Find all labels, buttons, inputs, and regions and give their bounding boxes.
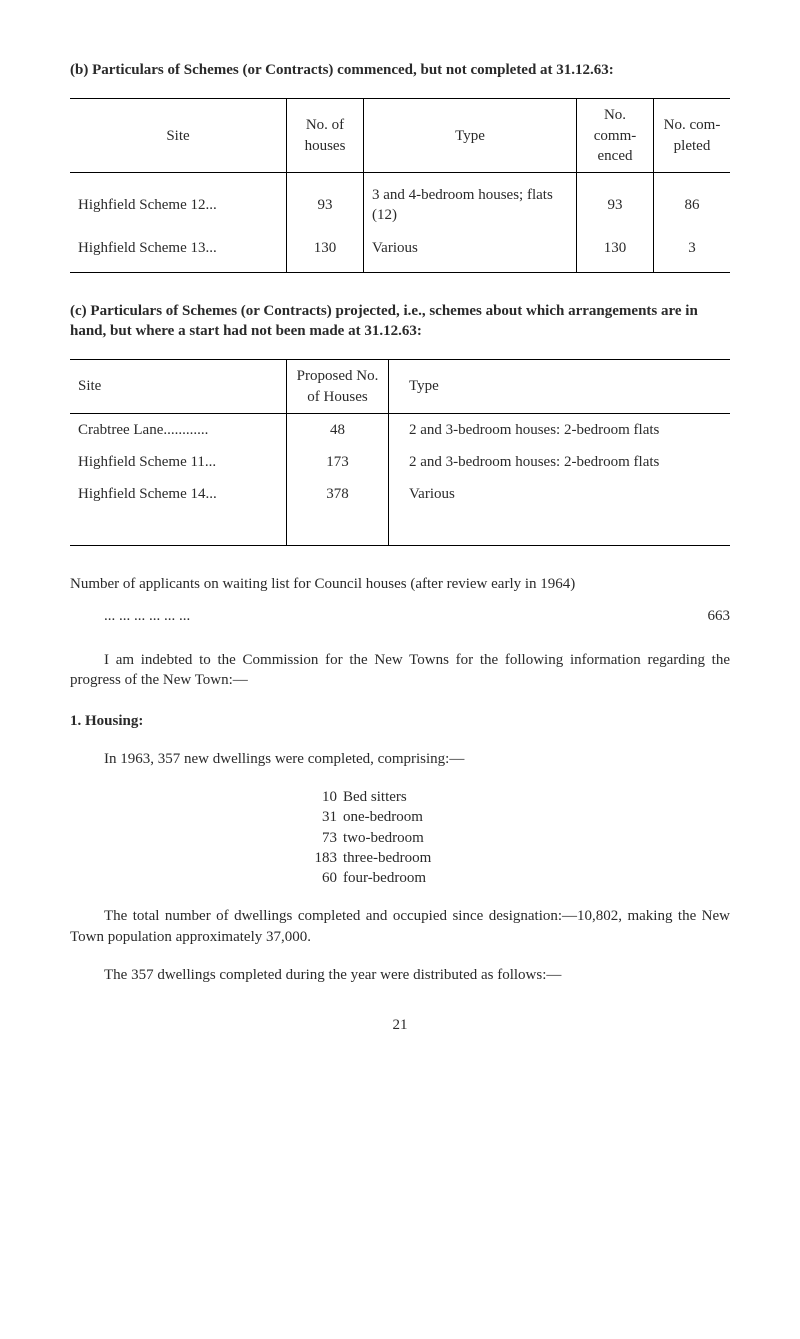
waiting-dots: ... ... ... ... ... ... [70,606,190,626]
cell-site: Highfield Scheme 13... [70,232,287,273]
list-item: 60 four-bedroom [305,868,730,888]
waiting-list-block: Number of applicants on waiting list for… [70,574,730,627]
waiting-list-text: Number of applicants on waiting list for… [70,574,730,594]
section-c-heading: (c) Particulars of Schemes (or Contracts… [70,301,730,342]
item-label: four-bedroom [343,868,426,888]
list-item: 73 two-bedroom [305,828,730,848]
item-count: 60 [305,868,343,888]
dwelling-list: 10 Bed sitters 31 one-bedroom 73 two-bed… [70,787,730,888]
schemes-projected-table: Site Proposed No. of Houses Type Crabtre… [70,359,730,545]
commission-paragraph: I am indebted to the Commission for the … [70,650,730,691]
table-row: Highfield Scheme 11... 173 2 and 3-bedro… [70,446,730,478]
section-b-label: (b) [70,60,88,80]
table-row: Highfield Scheme 14... 378 Various [70,478,730,545]
cell-type: 2 and 3-bedroom houses: 2-bedroom flats [389,413,731,446]
th-type: Type [389,360,731,414]
section-b-heading: (b) Particulars of Schemes (or Contracts… [70,60,730,80]
waiting-value: 663 [708,606,731,626]
table-row: Highfield Scheme 12... 93 3 and 4-bedroo… [70,173,730,232]
item-label: two-bedroom [343,828,424,848]
cell-houses: 93 [287,173,364,232]
section-c-text: Particulars of Schemes (or Contracts) pr… [70,303,698,339]
th-proposed: Proposed No. of Houses [287,360,389,414]
list-item: 31 one-bedroom [305,807,730,827]
section-b-text: Particulars of Schemes (or Contracts) co… [92,62,614,78]
th-site: Site [70,99,287,173]
list-item: 183 three-bedroom [305,848,730,868]
cell-site: Highfield Scheme 11... [70,446,287,478]
distribution-paragraph: The 357 dwellings completed during the y… [70,965,730,985]
cell-proposed: 48 [287,413,389,446]
cell-type: Various [364,232,577,273]
cell-proposed: 378 [287,478,389,545]
page-number: 21 [70,1015,730,1035]
cell-site: Highfield Scheme 14... [70,478,287,545]
item-label: Bed sitters [343,787,407,807]
housing-heading: 1. Housing: [70,711,730,731]
item-label: three-bedroom [343,848,431,868]
schemes-commenced-table: Site No. of houses Type No. comm-enced N… [70,98,730,273]
cell-completed: 3 [654,232,731,273]
total-paragraph: The total number of dwellings completed … [70,906,730,947]
cell-site: Highfield Scheme 12... [70,173,287,232]
housing-intro: In 1963, 357 new dwellings were complete… [70,749,730,769]
cell-houses: 130 [287,232,364,273]
table-row: Highfield Scheme 13... 130 Various 130 3 [70,232,730,273]
list-item: 10 Bed sitters [305,787,730,807]
cell-commenced: 130 [577,232,654,273]
waiting-list-value-row: ... ... ... ... ... ... 663 [70,606,730,626]
table-row: Crabtree Lane............ 48 2 and 3-bed… [70,413,730,446]
item-count: 10 [305,787,343,807]
th-completed: No. com-pleted [654,99,731,173]
housing-num: 1. [70,713,81,729]
cell-type: 2 and 3-bedroom houses: 2-bedroom flats [389,446,731,478]
cell-type: Various [389,478,731,545]
cell-type: 3 and 4-bedroom houses; flats (12) [364,173,577,232]
item-count: 73 [305,828,343,848]
cell-completed: 86 [654,173,731,232]
item-count: 31 [305,807,343,827]
th-commenced: No. comm-enced [577,99,654,173]
housing-title: Housing: [85,713,143,729]
cell-proposed: 173 [287,446,389,478]
item-count: 183 [305,848,343,868]
th-type: Type [364,99,577,173]
th-houses: No. of houses [287,99,364,173]
th-site: Site [70,360,287,414]
section-c-label: (c) [70,301,87,321]
cell-site: Crabtree Lane............ [70,413,287,446]
item-label: one-bedroom [343,807,423,827]
cell-commenced: 93 [577,173,654,232]
